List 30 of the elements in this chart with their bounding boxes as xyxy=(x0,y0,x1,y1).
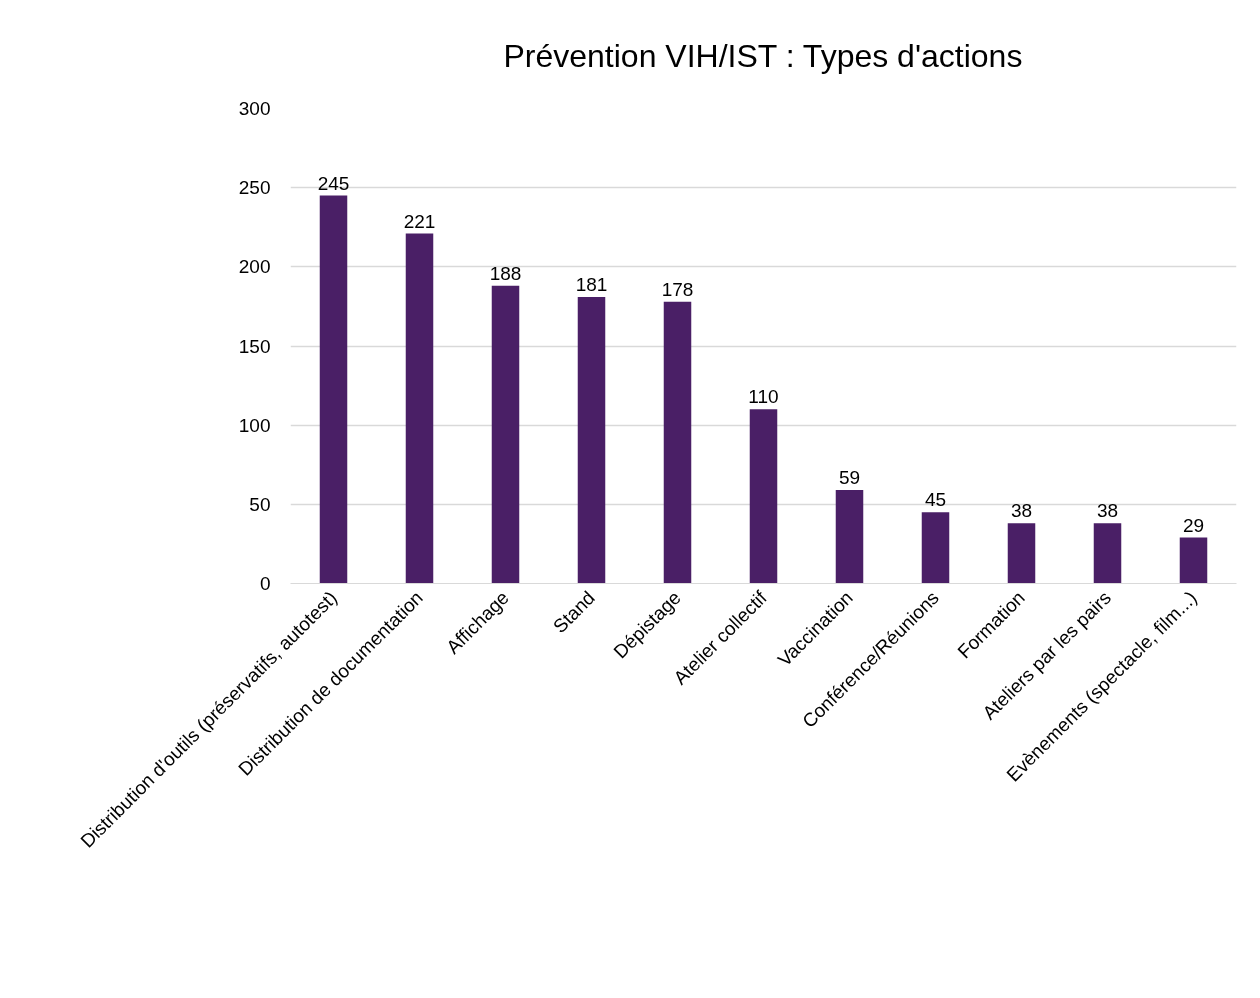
data-label: 29 xyxy=(1182,514,1205,536)
data-label: 110 xyxy=(748,386,779,408)
bar xyxy=(491,285,520,584)
data-label: 178 xyxy=(661,278,694,300)
bar xyxy=(319,195,348,584)
y-tick-label: 150 xyxy=(238,335,271,357)
data-label: 245 xyxy=(317,172,350,194)
bar xyxy=(1007,523,1036,584)
y-tick-label: 250 xyxy=(238,177,271,199)
y-tick-label: 200 xyxy=(238,256,271,278)
data-label: 38 xyxy=(1096,500,1119,522)
bar xyxy=(1093,523,1122,584)
bar xyxy=(663,301,692,584)
y-tick-label: 0 xyxy=(259,573,271,594)
bar xyxy=(921,512,950,584)
y-tick-label: 100 xyxy=(238,414,271,436)
bar xyxy=(405,233,434,584)
bar xyxy=(1179,537,1208,584)
y-tick-label: 50 xyxy=(249,493,271,515)
bar xyxy=(749,409,778,584)
bar xyxy=(835,490,864,584)
y-tick-label: 300 xyxy=(238,98,271,119)
data-label: 45 xyxy=(924,489,947,511)
data-label: 59 xyxy=(838,467,861,489)
chart-title: Prévention VIH/IST : Types d'actions xyxy=(503,37,1023,74)
bar xyxy=(577,296,606,584)
data-label: 181 xyxy=(575,273,608,295)
data-label: 188 xyxy=(489,262,522,284)
data-label: 221 xyxy=(403,210,436,232)
data-label: 38 xyxy=(1010,500,1033,522)
